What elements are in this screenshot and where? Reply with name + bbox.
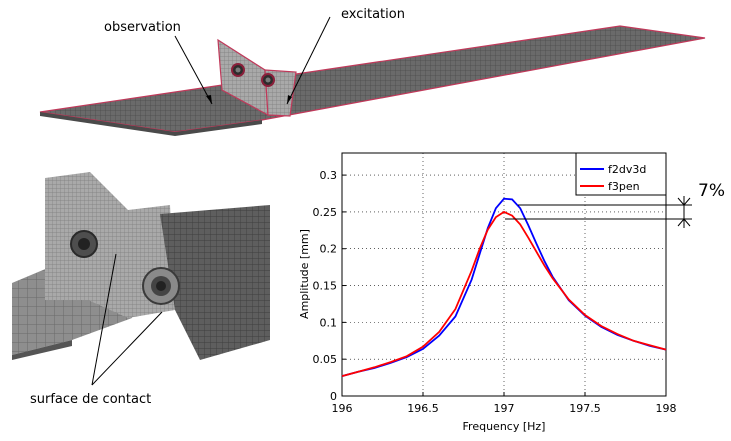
y-tick-label: 0.1 [320, 316, 338, 329]
series-lines [341, 197, 667, 377]
difference-percent-label: 7% [698, 181, 725, 201]
difference-annotation: 7% [505, 181, 725, 228]
y-ticks: 0 0.05 0.1 0.15 0.2 0.25 0.3 [313, 169, 346, 403]
y-tick-label: 0 [330, 390, 337, 403]
y-tick-label: 0.2 [320, 243, 338, 256]
contact-surface-label: surface de contact [30, 392, 152, 407]
x-axis-label: Frequency [Hz] [463, 420, 546, 433]
legend: f2dv3d f3pen [575, 152, 667, 196]
observation-pointer [174, 35, 213, 105]
zoomed-joint-model [12, 172, 270, 360]
x-tick-label: 196.5 [407, 402, 439, 415]
legend-label-f2dv3d: f2dv3d [608, 163, 646, 176]
x-tick-label: 197.5 [569, 402, 601, 415]
excitation-label: excitation [341, 7, 405, 22]
observation-label: observation [104, 20, 181, 35]
excitation-pointer [286, 16, 331, 105]
y-axis-label: Amplitude [mm] [298, 229, 311, 319]
y-tick-label: 0.25 [313, 206, 338, 219]
contact-pointer-2 [91, 311, 163, 386]
top-fe-model [39, 25, 706, 136]
y-tick-label: 0.15 [313, 280, 338, 293]
x-tick-label: 198 [656, 402, 677, 415]
x-tick-label: 197 [494, 402, 515, 415]
y-tick-label: 0.3 [320, 169, 338, 182]
contact-pointer-1 [91, 253, 117, 386]
y-tick-label: 0.05 [313, 353, 338, 366]
x-tick-label: 196 [332, 402, 353, 415]
legend-label-f3pen: f3pen [608, 180, 640, 193]
series-line-f3pen [341, 210, 667, 377]
x-ticks: 196 196.5 197 197.5 198 [332, 392, 677, 415]
